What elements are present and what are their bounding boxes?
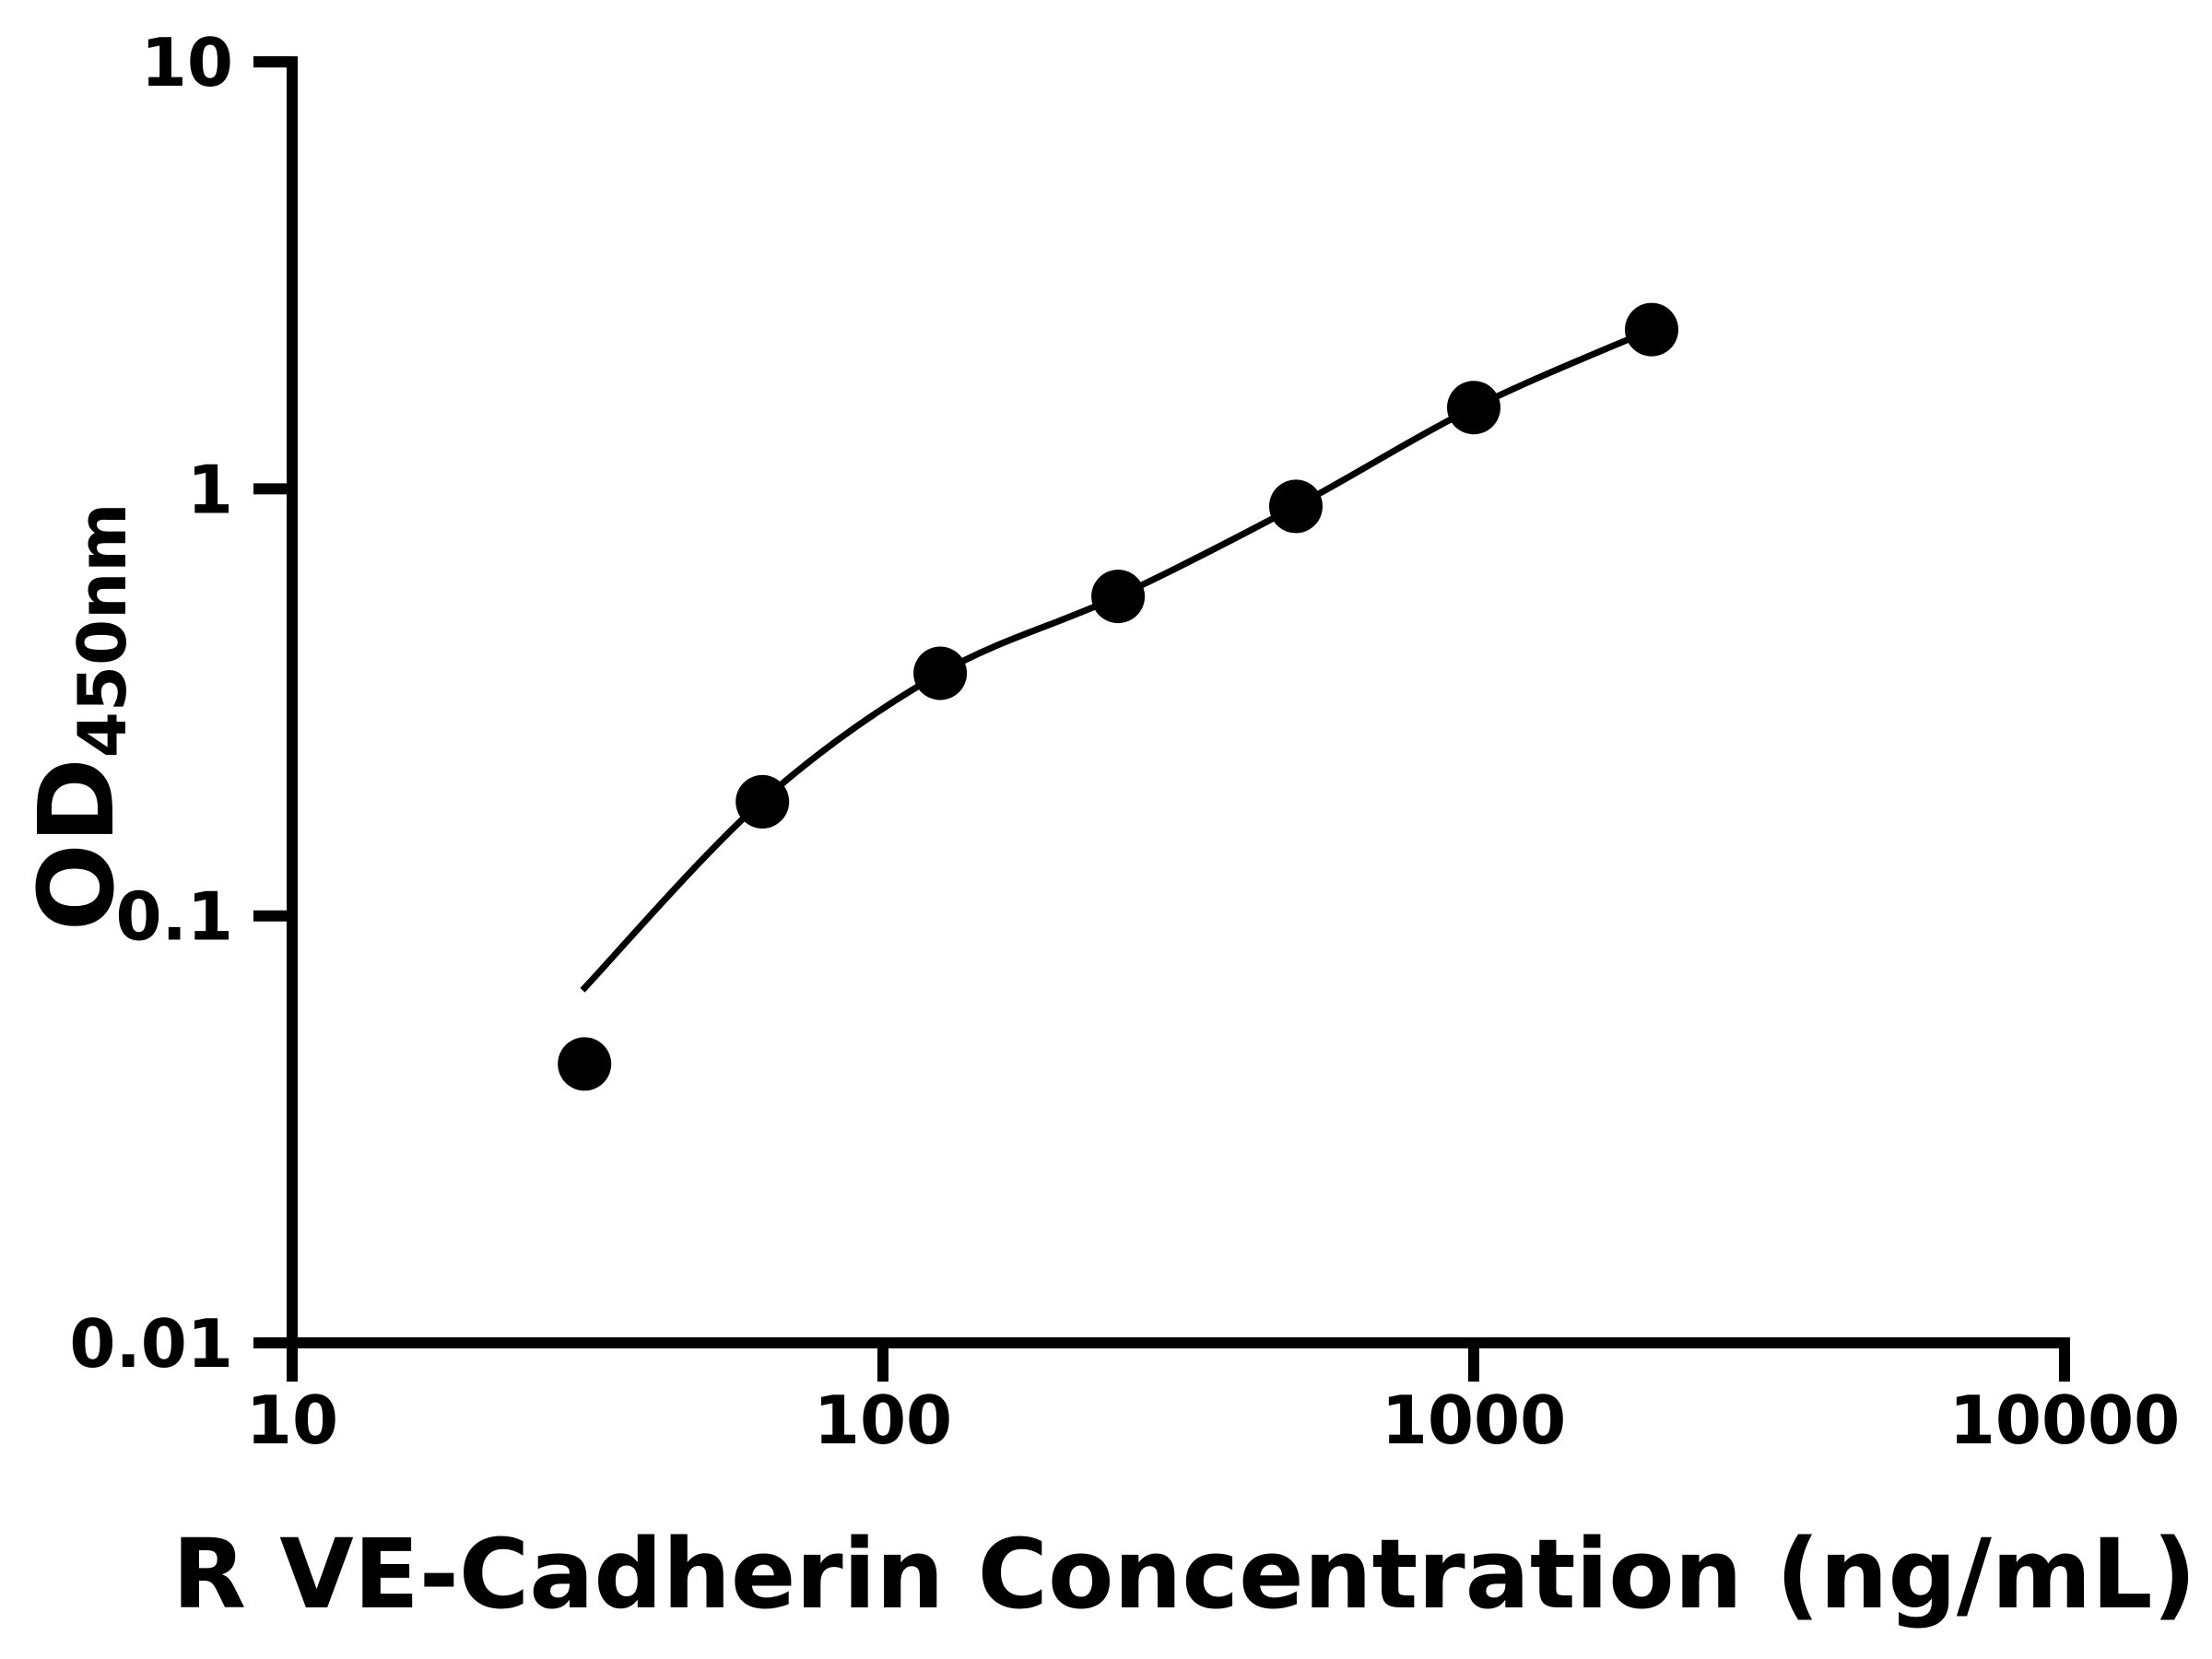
data-point-marker <box>913 646 968 700</box>
x-axis-line <box>253 1337 2070 1382</box>
data-point-marker <box>1269 479 1323 534</box>
y-tick-label: 1 <box>187 451 233 528</box>
x-tick-label: 10000 <box>1949 1382 2181 1459</box>
x-tick-label: 1000 <box>1382 1382 1566 1459</box>
data-point-marker <box>1625 302 1678 357</box>
y-tick-label: 0.01 <box>69 1305 233 1382</box>
x-tick-label: 100 <box>814 1382 952 1459</box>
y-tick-label: 10 <box>141 24 233 101</box>
data-point-marker <box>1447 381 1500 435</box>
data-point-marker <box>558 1037 612 1091</box>
fit-curve-line <box>580 326 1653 993</box>
y-axis-line <box>253 56 298 1382</box>
x-tick-label: 10 <box>246 1382 338 1459</box>
y-axis-title-subscript: 450nm <box>64 503 141 759</box>
data-point-marker <box>1091 570 1146 624</box>
data-point-marker <box>735 774 790 829</box>
y-tick-label: 0.1 <box>115 878 233 956</box>
x-axis-title: R VE-Cadherin Concentration (ng/mL) <box>172 1518 2196 1630</box>
y-axis-title-main: OD <box>18 758 137 931</box>
y-axis-title: OD450nm <box>18 503 141 932</box>
